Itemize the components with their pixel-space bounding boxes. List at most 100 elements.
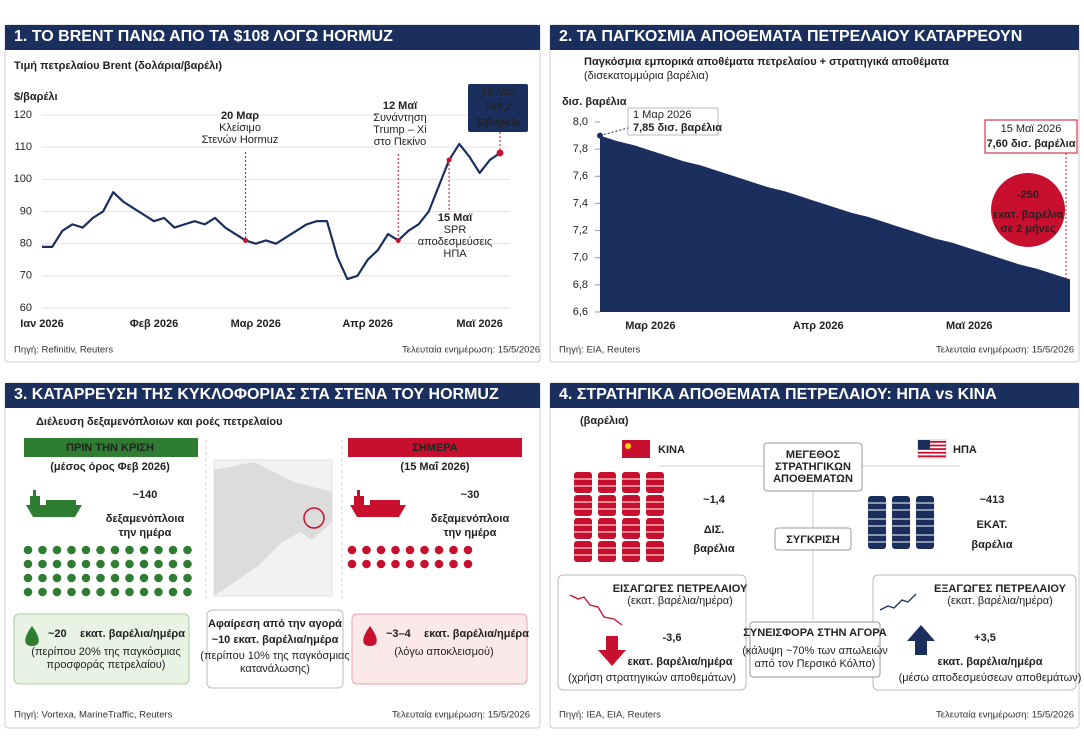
tanker-dot — [110, 545, 120, 555]
tanker-dot — [154, 559, 163, 569]
panel-title: 1. ΤΟ BRENT ΠΑΝΩ ΑΠΟ ΤΑ $108 ΛΟΓΩ HORMUZ — [14, 28, 393, 45]
x-tick-label: Ιαν 2026 — [20, 318, 63, 330]
title-bar — [550, 383, 1079, 408]
annotation: 7,60 δισ. βαρέλια — [986, 138, 1075, 150]
tanker-dot — [347, 559, 357, 569]
trade-title: ΕΙΣΑΓΩΓΕΣ ΠΕΤΡΕΛΑΙΟΥ — [613, 583, 748, 595]
end-dot — [496, 149, 504, 157]
tanker-dot — [463, 545, 473, 555]
barrel-icon — [622, 518, 640, 539]
tanker-dot — [52, 573, 62, 583]
tanker-dot — [420, 559, 429, 569]
tanker-icon — [357, 490, 360, 496]
drop-icon — [25, 626, 39, 646]
tanker-dot — [154, 573, 163, 583]
y-tick-label: 70 — [20, 270, 32, 282]
trade-note: (χρήση στρατηγικών αποθεμάτων) — [568, 672, 736, 684]
header-bar — [24, 438, 198, 457]
barrel-icon — [598, 495, 616, 516]
hormuz-marker — [303, 507, 325, 529]
tanker-dot — [449, 559, 458, 569]
header-bar — [348, 438, 522, 457]
tanker-dot — [96, 587, 105, 597]
barrel-icon — [646, 472, 664, 493]
count-unit: την ημέρα — [119, 527, 172, 539]
tanker-dot — [463, 559, 473, 569]
barrel-icon — [892, 512, 910, 533]
reserve-amount: ~1,4 — [703, 494, 726, 506]
change-unit: εκατ. βαρέλια/ημέρα — [628, 656, 733, 668]
flow-box — [351, 613, 528, 685]
tanker-dot — [110, 587, 120, 597]
barrel-icon — [622, 472, 640, 493]
trade-sub: (εκατ. βαρέλια/ημέρα) — [947, 595, 1053, 607]
flag-china — [622, 440, 650, 458]
tanker-dot — [168, 587, 178, 597]
x-tick-label: Μαϊ 2026 — [946, 320, 993, 332]
panel-title: 2. ΤΑ ΠΑΓΚΟΣΜΙΑ ΑΠΟΘΕΜΑΤΑ ΠΕΤΡΕΛΑΙΟΥ ΚΑΤ… — [559, 28, 1022, 45]
y-axis-label: $/βαρέλι — [14, 91, 58, 103]
tanker-dot — [81, 587, 91, 597]
barrel-icon — [598, 472, 616, 493]
tanker-dot — [38, 587, 47, 597]
annotation: Trump – Xi — [373, 124, 426, 136]
market-box — [206, 609, 344, 689]
barrel-icon — [892, 528, 910, 549]
source: Πηγή: EIA, Reuters — [559, 345, 641, 356]
title-bar — [5, 383, 540, 408]
tanker-dot — [125, 559, 134, 569]
tanker-dot — [376, 559, 386, 569]
subtitle: Τιμή πετρελαίου Brent (δολάρια/βαρέλι) — [14, 60, 222, 72]
callout-text: 15 Μαϊ — [481, 86, 515, 98]
flag-stripe — [918, 455, 946, 458]
count-unit: δεξαμενόπλοια — [106, 513, 185, 525]
y-tick-label: 7,6 — [573, 170, 588, 182]
flow-box — [13, 613, 190, 685]
annotation: 15 Μαϊ — [438, 212, 473, 224]
flow-note: (λόγω αποκλεισμού) — [394, 646, 493, 658]
tanker-dot — [52, 545, 62, 555]
y-tick-label: 6,6 — [573, 306, 588, 318]
drop-icon — [363, 626, 377, 646]
barrel-icon — [598, 541, 616, 562]
subtitle: (βαρέλια) — [580, 415, 629, 427]
section-heading: ΠΡΙΝ ΤΗΝ ΚΡΙΣΗ — [66, 442, 154, 454]
compare-box — [774, 527, 852, 551]
x-tick-label: Μαρ 2026 — [625, 320, 675, 332]
tanker-dot — [139, 545, 149, 555]
flag-stripe — [918, 441, 946, 443]
annotation: Στενών Hormuz — [202, 134, 279, 146]
reserve-amount: ~413 — [980, 494, 1005, 506]
tanker-dot — [38, 545, 47, 555]
flag-star — [625, 443, 631, 449]
size-label: ΣΤΡΑΤΗΓΙΚΩΝ — [775, 461, 851, 473]
tanker-dot — [362, 545, 371, 555]
tanker-dot — [96, 559, 105, 569]
contribution-note: (κάλυψη ~70% των απωλειών — [742, 645, 888, 657]
flow-unit: εκατ. βαρέλια/ημέρα — [80, 628, 185, 640]
reserve-unit: βαρέλια — [693, 543, 734, 555]
tanker-dot — [81, 545, 91, 555]
end-label-box — [984, 119, 1078, 154]
barrel-icon — [574, 518, 592, 539]
tanker-dot — [81, 559, 91, 569]
source: Πηγή: IEA, EIA, Reuters — [559, 710, 661, 721]
annotation-dot — [446, 157, 452, 163]
annotation: ΗΠΑ — [443, 248, 467, 260]
period: (15 Μαΐ 2026) — [400, 461, 469, 473]
callout-box — [468, 84, 528, 132]
annotation: 1 Μαρ 2026 — [633, 109, 691, 121]
tanker-icon — [354, 496, 364, 505]
trade-box — [557, 574, 747, 691]
flag-stripe — [918, 451, 946, 454]
tanker-count: ~30 — [461, 489, 480, 501]
tanker-dot — [376, 545, 386, 555]
start-label-box — [627, 107, 719, 136]
price-line — [42, 142, 501, 281]
tanker-dot — [125, 545, 134, 555]
trade-sub: (εκατ. βαρέλια/ημέρα) — [627, 595, 733, 607]
tanker-dot — [183, 587, 192, 597]
market-text: κατανάλωσης) — [240, 663, 310, 675]
tanker-dot — [125, 587, 134, 597]
barrel-icon — [646, 518, 664, 539]
